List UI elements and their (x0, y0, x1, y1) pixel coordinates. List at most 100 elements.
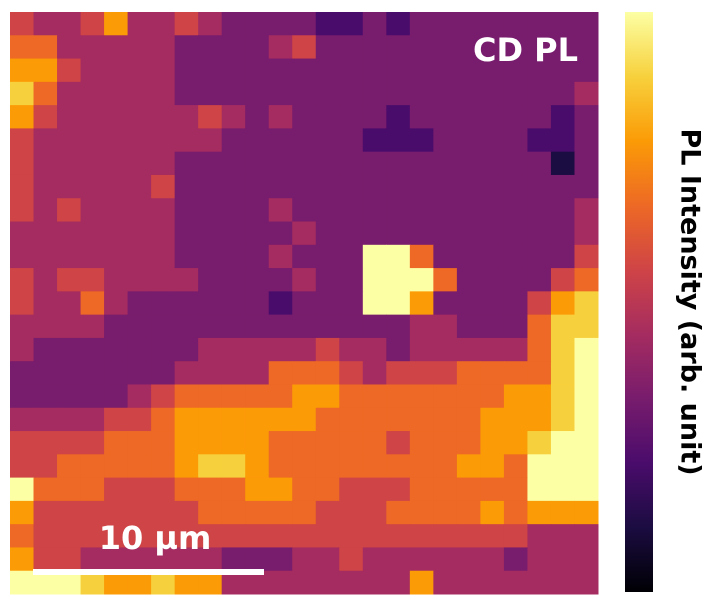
cell (410, 245, 434, 269)
cell (128, 245, 152, 269)
cell (433, 361, 457, 385)
cell (339, 198, 363, 222)
cell (410, 291, 434, 315)
cell (104, 454, 128, 478)
cell (10, 338, 34, 362)
cell (81, 454, 105, 478)
cell (363, 454, 387, 478)
cell (504, 82, 528, 106)
cell (386, 128, 410, 152)
cell (151, 105, 175, 129)
cell (104, 315, 128, 339)
cell (527, 571, 551, 595)
cell (10, 82, 34, 106)
cell (504, 152, 528, 176)
cell (34, 105, 58, 129)
cell (128, 361, 152, 385)
cell (339, 384, 363, 408)
cell (34, 198, 58, 222)
cell (81, 408, 105, 432)
cell (480, 478, 504, 502)
cell (574, 12, 598, 36)
cell (104, 152, 128, 176)
cell (10, 291, 34, 315)
cell (433, 315, 457, 339)
cell (363, 315, 387, 339)
cell (339, 59, 363, 83)
cell (104, 384, 128, 408)
cell (316, 12, 340, 36)
cell (245, 524, 269, 548)
cell (81, 128, 105, 152)
cell (410, 59, 434, 83)
cell (198, 431, 222, 455)
cell (457, 501, 481, 525)
cell (151, 478, 175, 502)
cell (292, 152, 316, 176)
cell (410, 35, 434, 59)
cell (151, 408, 175, 432)
cell (316, 524, 340, 548)
chart-title: CD PL (473, 31, 578, 69)
cell (10, 524, 34, 548)
cell (222, 268, 246, 292)
cell (269, 175, 293, 199)
cell (433, 198, 457, 222)
cell (551, 524, 575, 548)
cell (433, 82, 457, 106)
cell (457, 571, 481, 595)
cell (222, 478, 246, 502)
cell (457, 152, 481, 176)
cell (34, 315, 58, 339)
cell (339, 454, 363, 478)
cell (504, 268, 528, 292)
cell (551, 175, 575, 199)
cell (504, 128, 528, 152)
cell (457, 361, 481, 385)
cell (104, 198, 128, 222)
cell (10, 222, 34, 246)
cell (574, 315, 598, 339)
cell (57, 59, 81, 83)
cell (151, 268, 175, 292)
cell (292, 524, 316, 548)
cell (222, 431, 246, 455)
cell (198, 128, 222, 152)
cell (410, 571, 434, 595)
cell (10, 35, 34, 59)
cell (81, 291, 105, 315)
cell (410, 198, 434, 222)
cell (410, 384, 434, 408)
cell (316, 547, 340, 571)
cell (292, 82, 316, 106)
cell (527, 82, 551, 106)
cell (10, 59, 34, 83)
cell (81, 431, 105, 455)
cell (292, 245, 316, 269)
cell (386, 105, 410, 129)
cell (269, 408, 293, 432)
cell (339, 128, 363, 152)
cell (198, 384, 222, 408)
cell (104, 59, 128, 83)
cell (574, 245, 598, 269)
cell (480, 291, 504, 315)
cell (175, 315, 199, 339)
cell (457, 82, 481, 106)
cell (245, 431, 269, 455)
cell (128, 152, 152, 176)
cell (363, 152, 387, 176)
cell (128, 175, 152, 199)
cell (175, 152, 199, 176)
cell (245, 222, 269, 246)
cell (128, 315, 152, 339)
cell (433, 35, 457, 59)
cell (222, 501, 246, 525)
cell (198, 105, 222, 129)
cell (269, 547, 293, 571)
cell (433, 128, 457, 152)
cell (151, 431, 175, 455)
cell (104, 408, 128, 432)
cell (222, 454, 246, 478)
cell (57, 175, 81, 199)
